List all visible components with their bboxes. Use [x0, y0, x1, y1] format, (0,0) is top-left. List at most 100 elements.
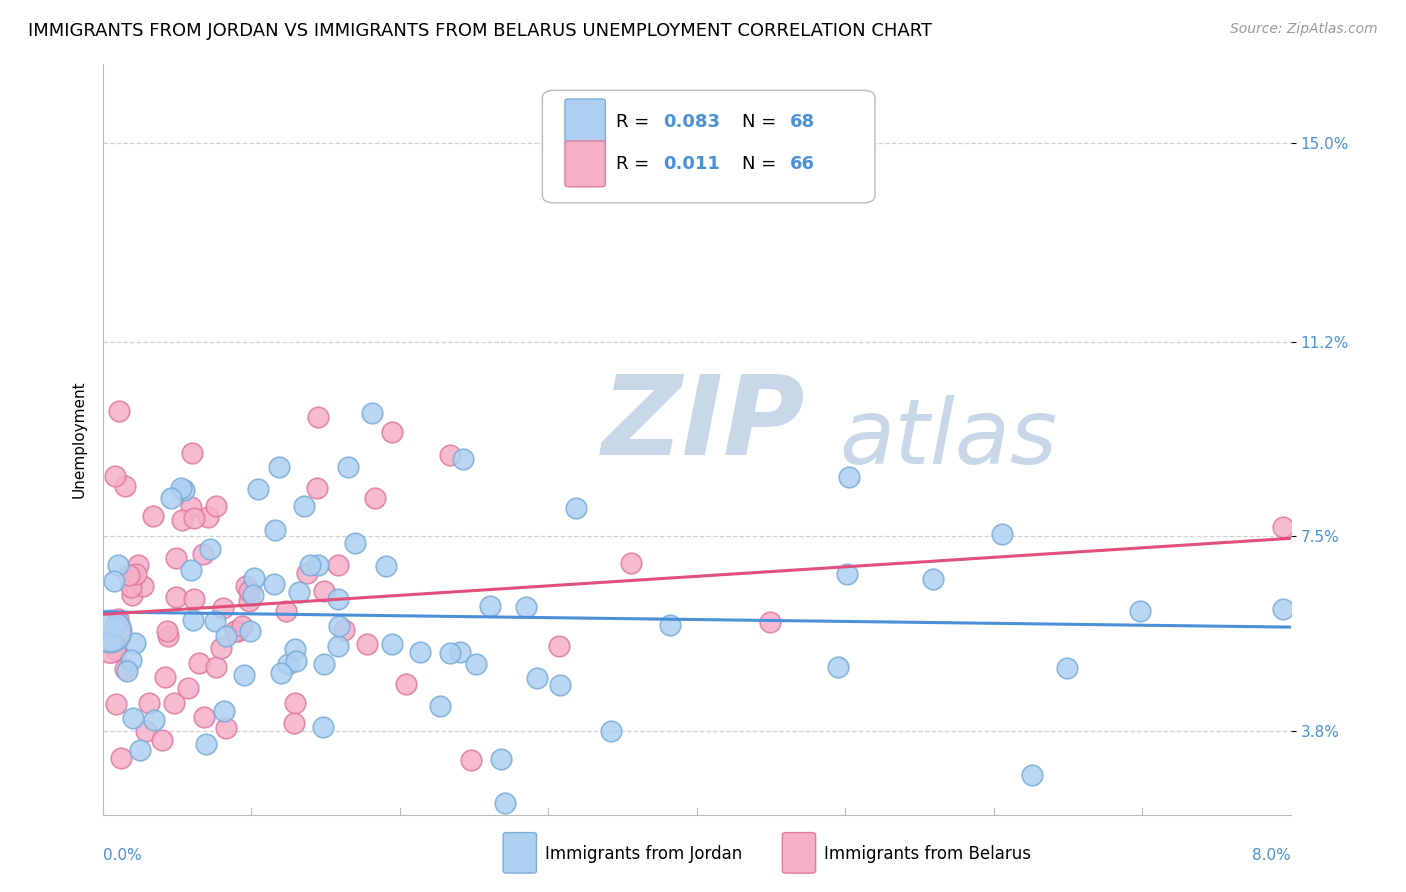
- Point: [107, 558, 129, 572]
- Point: [180, 446, 202, 460]
- Point: [658, 618, 681, 632]
- Point: [312, 583, 335, 598]
- Point: [121, 588, 143, 602]
- Point: [132, 579, 155, 593]
- Point: [429, 699, 451, 714]
- Point: [1021, 768, 1043, 782]
- Point: [263, 576, 285, 591]
- Point: [356, 637, 378, 651]
- Point: [381, 637, 404, 651]
- Point: [160, 491, 183, 505]
- Point: [114, 662, 136, 676]
- Point: [395, 677, 418, 691]
- Point: [277, 657, 299, 671]
- Point: [991, 527, 1014, 541]
- Point: [494, 796, 516, 810]
- Point: [198, 542, 221, 557]
- Point: [307, 481, 329, 495]
- Point: [292, 499, 315, 513]
- Point: [827, 660, 849, 674]
- Point: [838, 470, 860, 484]
- Point: [231, 619, 253, 633]
- Point: [191, 547, 214, 561]
- Text: atlas: atlas: [839, 395, 1057, 483]
- Point: [104, 642, 127, 657]
- Point: [118, 568, 141, 582]
- Point: [193, 710, 215, 724]
- Point: [439, 448, 461, 462]
- Point: [129, 743, 152, 757]
- Point: [1056, 660, 1078, 674]
- Point: [197, 510, 219, 524]
- Point: [110, 624, 132, 639]
- Point: [209, 640, 232, 655]
- Point: [547, 639, 569, 653]
- Text: Immigrants from Belarus: Immigrants from Belarus: [824, 845, 1031, 863]
- Point: [101, 634, 124, 648]
- Point: [453, 451, 475, 466]
- Point: [326, 639, 349, 653]
- Point: [1129, 604, 1152, 618]
- Point: [548, 678, 571, 692]
- Point: [312, 657, 335, 672]
- Point: [360, 406, 382, 420]
- Point: [465, 657, 488, 672]
- Text: IMMIGRANTS FROM JORDAN VS IMMIGRANTS FROM BELARUS UNEMPLOYMENT CORRELATION CHART: IMMIGRANTS FROM JORDAN VS IMMIGRANTS FRO…: [28, 22, 932, 40]
- Point: [155, 670, 177, 684]
- Point: [564, 501, 586, 516]
- Point: [120, 580, 142, 594]
- Point: [170, 481, 193, 495]
- Point: [115, 664, 138, 678]
- Point: [104, 618, 127, 632]
- Point: [142, 509, 165, 524]
- Point: [274, 604, 297, 618]
- Point: [98, 640, 121, 654]
- Point: [163, 696, 186, 710]
- Point: [284, 696, 307, 710]
- Point: [283, 715, 305, 730]
- Text: N =: N =: [742, 113, 776, 131]
- Point: [326, 592, 349, 607]
- Point: [479, 599, 502, 613]
- Point: [489, 752, 512, 766]
- Point: [238, 584, 260, 599]
- Text: 66: 66: [789, 155, 814, 173]
- Point: [114, 479, 136, 493]
- Point: [328, 618, 350, 632]
- Point: [1272, 602, 1295, 616]
- FancyBboxPatch shape: [503, 832, 537, 873]
- Point: [599, 724, 621, 739]
- Point: [127, 558, 149, 572]
- Point: [375, 559, 398, 574]
- Point: [408, 645, 430, 659]
- Point: [333, 623, 356, 637]
- Point: [238, 594, 260, 608]
- Point: [108, 403, 131, 417]
- Y-axis label: Unemployment: Unemployment: [72, 381, 86, 498]
- Point: [307, 558, 329, 572]
- Point: [381, 425, 404, 439]
- Point: [312, 720, 335, 734]
- Point: [205, 660, 228, 674]
- Point: [188, 656, 211, 670]
- Point: [211, 601, 233, 615]
- Point: [195, 737, 218, 751]
- Point: [180, 563, 202, 577]
- Point: [165, 590, 187, 604]
- Point: [267, 460, 290, 475]
- Text: ZIP: ZIP: [602, 371, 806, 478]
- Point: [295, 566, 318, 580]
- FancyBboxPatch shape: [782, 832, 815, 873]
- Point: [204, 500, 226, 514]
- FancyBboxPatch shape: [543, 90, 875, 202]
- Point: [165, 551, 187, 566]
- Point: [157, 629, 180, 643]
- Point: [150, 733, 173, 747]
- Point: [242, 588, 264, 602]
- Point: [224, 624, 246, 638]
- Point: [460, 753, 482, 767]
- Point: [284, 642, 307, 657]
- Point: [264, 523, 287, 537]
- Point: [298, 558, 321, 572]
- Point: [246, 482, 269, 496]
